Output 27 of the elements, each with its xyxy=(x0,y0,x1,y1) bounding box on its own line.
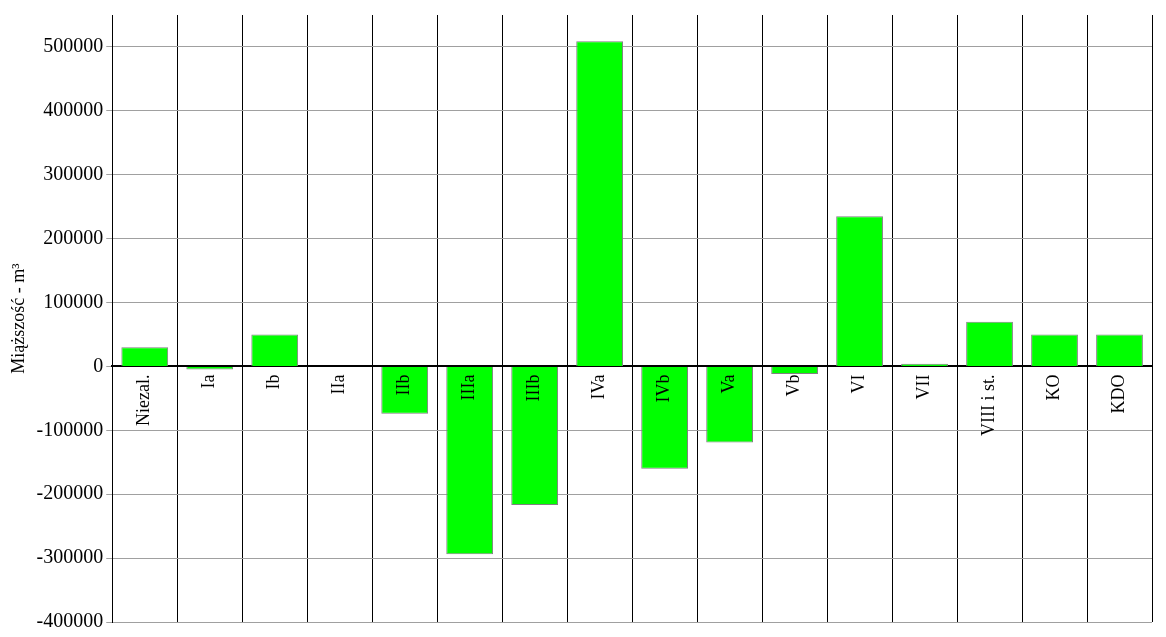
x-tick-label: Niezal. xyxy=(133,374,154,426)
x-tick-label: VI xyxy=(848,374,869,394)
x-tick-label: KDO xyxy=(1108,374,1129,414)
x-tick-label: VIII i st. xyxy=(978,374,999,436)
x-tick-label: Ia xyxy=(198,374,219,389)
x-tick-label: KO xyxy=(1043,374,1064,401)
x-tick-label: VII xyxy=(913,374,934,400)
x-tick-label: IIIb xyxy=(523,374,544,402)
x-tick-label: Vb xyxy=(783,374,804,397)
x-tick-label: IVb xyxy=(653,374,674,403)
x-tick-label: IIb xyxy=(393,374,414,396)
y-tick-label: 500000 xyxy=(43,34,104,57)
x-tick-label: IVa xyxy=(588,374,609,400)
y-tick-label: -200000 xyxy=(36,481,104,504)
x-tick-label: IIa xyxy=(328,374,349,395)
y-tick-label: 100000 xyxy=(43,289,104,312)
y-tick-label: -400000 xyxy=(36,609,104,632)
y-tick-label: 400000 xyxy=(43,98,104,121)
x-tick-label: IIIa xyxy=(458,374,479,401)
y-tick-label: 0 xyxy=(93,353,104,376)
y-tick-label: 200000 xyxy=(43,225,104,248)
x-tick-label: Va xyxy=(718,374,739,394)
y-tick-label: -100000 xyxy=(36,417,104,440)
y-tick-label: 300000 xyxy=(43,161,104,184)
y-axis-title: Miąższość - m³ xyxy=(7,262,28,374)
y-tick-label: -300000 xyxy=(36,545,104,568)
x-tick-label: Ib xyxy=(263,374,284,390)
